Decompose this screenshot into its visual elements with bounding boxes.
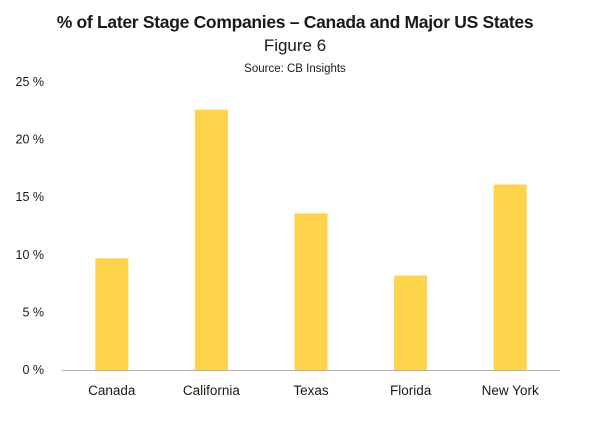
bar-florida (394, 275, 428, 370)
y-tick-label: 15 % (16, 190, 45, 204)
x-tick-label: Canada (88, 383, 136, 398)
y-tick-label: 25 % (16, 75, 45, 89)
x-axis-tick-labels: Canada California Texas Florida New York (88, 383, 539, 398)
y-tick-label: 5 % (22, 305, 44, 319)
x-tick-label: California (183, 383, 241, 398)
bar-california (194, 109, 228, 370)
figure-label: Figure 6 (263, 36, 327, 55)
bar-texas (294, 213, 328, 370)
source-note: Source: CB Insights (244, 63, 346, 75)
y-tick-label: 20 % (16, 133, 45, 147)
x-tick-label: New York (482, 383, 539, 398)
x-tick-label: Texas (293, 383, 329, 398)
x-tick-label: Florida (390, 383, 432, 398)
y-tick-label: 0 % (22, 363, 44, 377)
bar-new-york (493, 184, 527, 370)
bar-canada (95, 258, 129, 370)
chart-title: % of Later Stage Companies – Canada and … (56, 12, 534, 32)
y-axis-tick-labels: 0 % 5 % 10 % 15 % 20 % 25 % (16, 75, 45, 377)
y-tick-label: 10 % (16, 248, 45, 262)
bar-series (95, 109, 527, 370)
